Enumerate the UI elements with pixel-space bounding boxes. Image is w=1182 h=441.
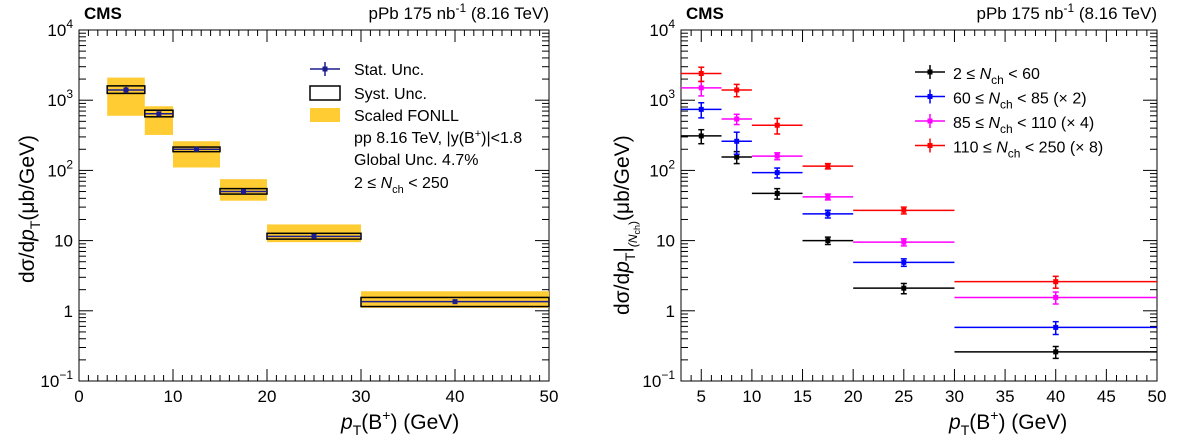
x-tick-label: 40: [446, 387, 465, 406]
y-tick-label: 102: [47, 157, 73, 180]
legend-entry-stat: Stat. Unc.: [354, 62, 424, 79]
x-tick-label: 50: [1148, 387, 1167, 406]
x-tick-label: 50: [540, 387, 559, 406]
data-point: [901, 285, 907, 291]
legend-marker: [927, 69, 933, 75]
header-lumi: pPb 175 nb-1 (8.16 TeV): [369, 1, 549, 23]
x-tick-label: 0: [74, 387, 83, 406]
data-point: [698, 85, 704, 91]
data-point: [698, 71, 704, 77]
data-point: [1053, 324, 1059, 330]
y-tick-label: 1: [666, 302, 675, 321]
y-tick-label: 10: [54, 232, 73, 251]
x-tick-label: 40: [1046, 387, 1065, 406]
data-point: [774, 122, 780, 128]
legend-entry-fonll: Scaled FONLL: [354, 108, 459, 125]
legend-fonll-box: [310, 108, 340, 122]
x-tick-label: 45: [1097, 387, 1116, 406]
data-point: [1053, 294, 1059, 300]
data-point: [825, 238, 831, 244]
legend-info-global: Global Unc. 4.7%: [354, 152, 479, 169]
data-point: [311, 233, 317, 239]
data-point: [1053, 279, 1059, 285]
fonll-band: [107, 77, 145, 116]
x-tick-label: 20: [844, 387, 863, 406]
x-axis-title: pT(B+) (GeV): [340, 407, 459, 438]
legend-info-nch: 2 ≤ Nch < 250: [354, 175, 449, 196]
legend: 2 ≤ Nch < 60 60 ≤ Nch < 85 (× 2) 85 ≤ Nch …: [915, 65, 1103, 161]
legend-info-pp: pp 8.16 TeV, |y(B+)|<1.8: [354, 128, 522, 147]
fonll-band: [173, 141, 220, 168]
y-tick-label: 103: [47, 87, 73, 110]
x-tick-label: 20: [258, 387, 277, 406]
legend: Stat. Unc. Syst. Unc. Scaled FONLL pp 8.16 …: [309, 62, 522, 196]
x-tick-label: 5: [697, 387, 706, 406]
panel-right: 5 10 15 20 25 30 35 40 45 50 10−1 1 10 102 103 104 CMS pP…: [611, 1, 1166, 438]
data-point: [901, 207, 907, 213]
x-tick-label: 30: [945, 387, 964, 406]
data-point: [452, 299, 458, 305]
x-axis-title: pT(B+) (GeV): [948, 407, 1067, 438]
data-point: [734, 154, 740, 160]
data-point: [698, 133, 704, 139]
y-axis-title: dσ/dpT(μb/GeV): [16, 135, 43, 283]
panel-left: 0 10 20 30 40 50 10−1 1 10 102 103 104 CMS pPb 175 nb…: [16, 1, 558, 438]
legend-entry: 85 ≤ Nch < 110 (× 4): [953, 115, 1094, 136]
cms-label: CMS: [686, 4, 724, 23]
plot-frame: [78, 29, 550, 382]
legend-marker: [927, 143, 933, 148]
series-1: [681, 101, 1157, 336]
data-point: [734, 138, 740, 144]
cms-label: CMS: [84, 4, 122, 23]
data-point: [825, 194, 831, 200]
data-point: [698, 106, 704, 112]
data-point: [774, 190, 780, 196]
y-tick-label: 1: [64, 302, 73, 321]
series-3: [681, 66, 1157, 289]
x-tick-label: 10: [742, 387, 761, 406]
data-point: [734, 116, 740, 122]
x-tick-label: 30: [352, 387, 371, 406]
series-0: [681, 128, 1157, 360]
y-tick-label: 104: [47, 17, 73, 40]
x-tick-label: 35: [996, 387, 1015, 406]
data-point: [774, 170, 780, 176]
x-tick-label: 15: [793, 387, 812, 406]
y-axis-title: dσ/dpT|(Nch)(μb/GeV): [611, 135, 642, 315]
y-tick-label: 10: [656, 232, 675, 251]
data-point: [825, 163, 831, 169]
plot-frame: [680, 29, 1158, 382]
series-2: [681, 80, 1157, 305]
x-tick-label: 10: [164, 387, 183, 406]
y-tick-label: 104: [649, 17, 675, 40]
y-tick-label: 10−1: [642, 368, 675, 391]
data-point: [901, 259, 907, 265]
data-point: [194, 146, 199, 152]
legend-entry-syst: Syst. Unc.: [354, 86, 427, 103]
x-tick-label: 25: [894, 387, 913, 406]
legend-stat-marker: [322, 66, 328, 72]
y-tick-label: 103: [649, 87, 675, 110]
fonll-band: [144, 106, 173, 135]
data-point: [123, 87, 129, 93]
legend-marker: [927, 118, 933, 124]
legend-entry: 110 ≤ Nch < 250 (× 8): [953, 140, 1103, 161]
legend-entry: 60 ≤ Nch < 85 (× 2): [953, 91, 1087, 112]
data-point: [241, 189, 246, 195]
data-point: [774, 153, 780, 159]
data-point: [734, 87, 740, 93]
data-point: [901, 239, 907, 245]
y-tick-label: 102: [649, 157, 675, 180]
header-lumi: pPb 175 nb-1 (8.16 TeV): [977, 1, 1157, 23]
y-tick-label: 10−1: [40, 368, 73, 391]
data-point: [156, 111, 162, 117]
data-point: [825, 211, 831, 217]
legend-entry: 2 ≤ Nch < 60: [953, 66, 1040, 87]
legend-marker: [927, 94, 933, 99]
data-point: [1053, 349, 1059, 355]
legend-syst-box: [309, 85, 341, 101]
